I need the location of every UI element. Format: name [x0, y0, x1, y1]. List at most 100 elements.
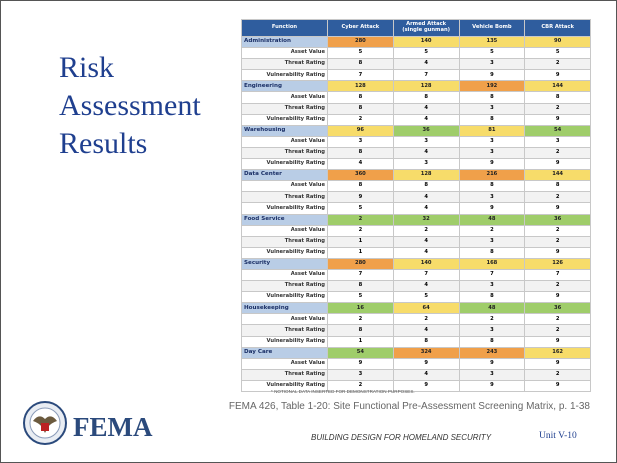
rating-value: 9	[458, 357, 526, 370]
rating-label: Threat Rating	[241, 191, 328, 204]
rating-value: 2	[524, 324, 591, 337]
column-header: Cyber Attack	[327, 19, 394, 37]
rating-row: Asset Value 8 8 8 8	[241, 180, 591, 193]
rating-value: 2	[392, 313, 460, 326]
risk-value: 324	[392, 346, 460, 359]
risk-value: 128	[392, 169, 460, 182]
risk-value: 54	[524, 124, 591, 137]
rating-value: 3	[458, 235, 526, 248]
risk-table: Function Cyber Attack Armed Attack (single…	[241, 19, 591, 393]
footer: BUILDING DESIGN FOR HOMELAND SECURITY	[311, 433, 492, 442]
rating-row: Threat Rating 1 4 3 2	[241, 235, 591, 248]
rating-value: 3	[327, 368, 394, 381]
rating-value: 3	[392, 158, 460, 171]
risk-value: 54	[327, 346, 394, 359]
rating-label: Threat Rating	[241, 102, 328, 115]
rating-label: Vulnerability Rating	[241, 202, 328, 215]
rating-row: Threat Rating 8 4 3 2	[241, 146, 591, 160]
rating-value: 4	[327, 158, 394, 171]
rating-value: 3	[392, 135, 460, 148]
logo-text: FEMA	[73, 412, 153, 442]
rating-row: Threat Rating 9 4 3 2	[241, 191, 591, 204]
rating-value: 8	[458, 246, 526, 259]
rating-value: 8	[458, 291, 526, 304]
risk-value: 2	[327, 213, 394, 226]
risk-value: 16	[327, 302, 394, 315]
risk-value: 144	[524, 80, 591, 93]
rating-value: 8	[458, 180, 526, 193]
risk-value: 64	[392, 302, 460, 315]
rating-row: Vulnerability Rating 4 3 9 9	[241, 158, 591, 171]
risk-value: 81	[458, 124, 526, 137]
risk-value: 140	[392, 35, 460, 49]
rating-value: 8	[524, 91, 591, 104]
risk-value: 48	[458, 213, 526, 226]
rating-value: 9	[458, 379, 526, 393]
rating-value: 8	[458, 91, 526, 104]
rating-value: 8	[327, 280, 394, 293]
rating-label: Threat Rating	[241, 280, 328, 293]
rating-value: 1	[327, 246, 394, 259]
rating-value: 3	[458, 146, 526, 160]
caption: FEMA 426, Table 1-20: Site Functional Pr…	[228, 401, 590, 412]
function-row: Day Care 54 324 243 162	[241, 346, 591, 359]
rating-value: 4	[392, 191, 460, 204]
rating-value: 9	[327, 357, 394, 370]
rating-label: Threat Rating	[241, 146, 328, 160]
rating-row: Threat Rating 8 4 3 2	[241, 102, 591, 115]
risk-value: 192	[458, 80, 526, 93]
rating-label: Vulnerability Rating	[241, 291, 328, 304]
function-row: Food Service 2 32 48 36	[241, 213, 591, 226]
rating-label: Vulnerability Rating	[241, 246, 328, 259]
rating-value: 8	[327, 146, 394, 160]
rating-value: 8	[327, 180, 394, 193]
rating-value: 9	[327, 191, 394, 204]
rating-value: 3	[458, 280, 526, 293]
rating-value: 2	[524, 102, 591, 115]
rating-label: Asset Value	[241, 224, 328, 237]
table-body: Administration 280 140 135 90 Asset Value 5 5 5 5…	[241, 35, 591, 393]
rating-value: 9	[458, 69, 526, 82]
rating-value: 4	[392, 102, 460, 115]
rating-value: 8	[524, 180, 591, 193]
column-header: Function	[241, 19, 328, 37]
unit-label: Unit V-10	[539, 431, 577, 441]
rating-value: 5	[458, 47, 526, 60]
risk-value: 36	[392, 124, 460, 137]
rating-value: 7	[458, 268, 526, 282]
rating-label: Threat Rating	[241, 58, 328, 71]
rating-value: 5	[524, 47, 591, 60]
rating-value: 3	[524, 135, 591, 148]
risk-value: 36	[524, 302, 591, 315]
rating-value: 5	[327, 202, 394, 215]
function-row: Engineering 128 128 192 144	[241, 80, 591, 93]
rating-value: 2	[524, 280, 591, 293]
rating-value: 4	[392, 113, 460, 126]
rating-value: 4	[392, 58, 460, 71]
risk-value: 216	[458, 169, 526, 182]
rating-label: Asset Value	[241, 180, 328, 193]
rating-value: 2	[327, 379, 394, 393]
rating-value: 9	[392, 357, 460, 370]
risk-value: 140	[392, 257, 460, 270]
rating-row: Threat Rating 8 4 3 2	[241, 324, 591, 337]
rating-value: 4	[392, 280, 460, 293]
rating-row: Threat Rating 8 4 3 2	[241, 58, 591, 71]
rating-value: 2	[524, 146, 591, 160]
rating-value: 3	[458, 368, 526, 381]
rating-row: Asset Value 2 2 2 2	[241, 313, 591, 326]
rating-value: 9	[524, 113, 591, 126]
risk-value: 90	[524, 35, 591, 49]
function-name: Administration	[241, 35, 328, 49]
rating-value: 2	[524, 191, 591, 204]
rating-row: Vulnerability Rating 1 8 8 9	[241, 335, 591, 348]
rating-value: 9	[458, 202, 526, 215]
risk-value: 128	[327, 80, 394, 93]
footnote: * NOTIONAL DATA INSERTED FOR DEMONSTRATI…	[271, 389, 415, 394]
rating-label: Asset Value	[241, 135, 328, 148]
rating-value: 4	[392, 368, 460, 381]
rating-value: 9	[524, 291, 591, 304]
rating-value: 3	[458, 58, 526, 71]
rating-label: Vulnerability Rating	[241, 379, 328, 393]
function-name: Engineering	[241, 80, 328, 93]
